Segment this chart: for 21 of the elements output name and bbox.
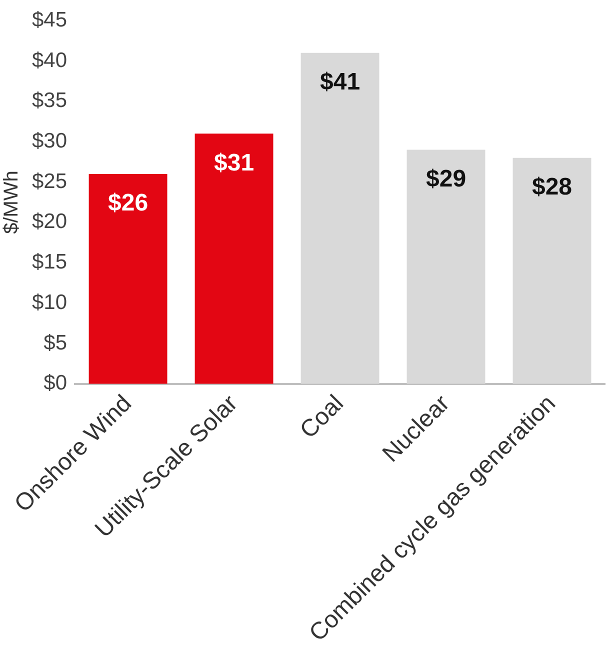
y-tick-label: $35 bbox=[32, 89, 68, 112]
data-label: $31 bbox=[214, 149, 254, 176]
y-tick-label: $5 bbox=[44, 331, 68, 354]
data-label: $28 bbox=[532, 173, 572, 200]
bar bbox=[194, 134, 274, 384]
y-tick-label: $30 bbox=[32, 130, 68, 152]
data-label: $26 bbox=[108, 190, 148, 217]
y-axis-title: $/MWh bbox=[0, 170, 23, 234]
y-tick-label: $45 bbox=[32, 8, 68, 32]
y-tick-label: $10 bbox=[32, 290, 68, 314]
y-tick-label: $25 bbox=[32, 170, 68, 193]
y-tick-label: $0 bbox=[44, 372, 68, 395]
data-label: $29 bbox=[426, 165, 466, 192]
y-tick-label: $20 bbox=[32, 210, 68, 234]
bar bbox=[406, 150, 486, 384]
data-label: $41 bbox=[320, 68, 360, 96]
bar bbox=[300, 52, 380, 384]
bar bbox=[512, 158, 592, 384]
y-tick-label: $15 bbox=[32, 250, 68, 274]
y-tick-label: $40 bbox=[32, 48, 68, 72]
bar bbox=[88, 174, 168, 384]
